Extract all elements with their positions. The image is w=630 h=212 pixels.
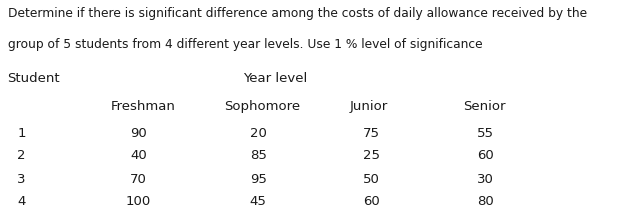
Text: Sophomore: Sophomore	[224, 100, 300, 113]
Text: 4: 4	[17, 195, 26, 208]
Text: 50: 50	[364, 173, 380, 186]
Text: 60: 60	[477, 149, 493, 162]
Text: 75: 75	[364, 127, 380, 140]
Text: 55: 55	[477, 127, 493, 140]
Text: 60: 60	[364, 195, 380, 208]
Text: 70: 70	[130, 173, 147, 186]
Text: 30: 30	[477, 173, 493, 186]
Text: 2: 2	[17, 149, 26, 162]
Text: 40: 40	[130, 149, 147, 162]
Text: Year level: Year level	[243, 72, 307, 85]
Text: group of 5 students from 4 different year levels. Use 1 % level of significance: group of 5 students from 4 different yea…	[8, 38, 482, 51]
Text: Freshman: Freshman	[110, 100, 175, 113]
Text: 45: 45	[250, 195, 266, 208]
Text: 95: 95	[250, 173, 266, 186]
Text: 20: 20	[250, 127, 266, 140]
Text: Determine if there is significant difference among the costs of daily allowance : Determine if there is significant differ…	[8, 7, 587, 20]
Text: 90: 90	[130, 127, 147, 140]
Text: 100: 100	[126, 195, 151, 208]
Text: 80: 80	[477, 195, 493, 208]
Text: 1: 1	[17, 127, 26, 140]
Text: 3: 3	[17, 173, 26, 186]
Text: Senior: Senior	[463, 100, 505, 113]
Text: 85: 85	[250, 149, 266, 162]
Text: Junior: Junior	[350, 100, 388, 113]
Text: 25: 25	[364, 149, 380, 162]
Text: Student: Student	[8, 72, 60, 85]
